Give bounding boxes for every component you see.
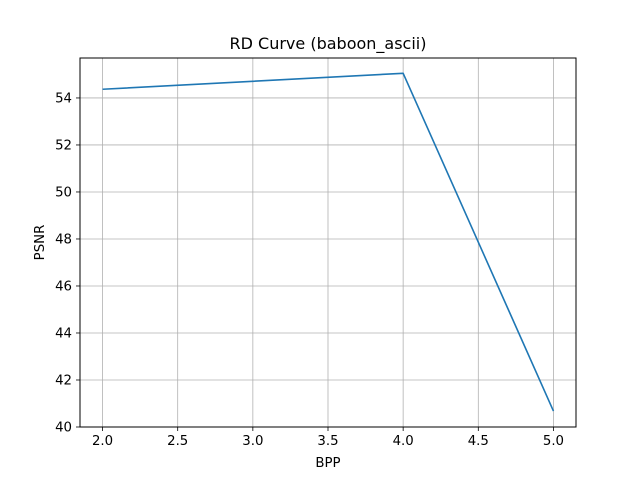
ticks: 2.0 2.5 3.0 3.5 4.0 4.5 5.0 40 42 44 46 48 50 52 54 (55, 91, 564, 449)
y-tick-label: 42 (55, 373, 72, 388)
y-tick-label: 48 (55, 232, 72, 247)
y-tick-label: 44 (55, 326, 72, 341)
x-tick-label: 2.0 (92, 434, 113, 449)
y-axis-title: PSNR (33, 225, 48, 261)
x-tick-label: 3.0 (242, 434, 263, 449)
x-tick-label: 4.0 (393, 434, 414, 449)
x-tick-label: 5.0 (543, 434, 564, 449)
y-tick-label: 40 (55, 421, 72, 436)
chart-title: RD Curve (baboon_ascii) (230, 34, 427, 54)
y-tick-label: 46 (55, 279, 72, 294)
series-layer (102, 72, 555, 412)
x-tick-label: 3.5 (317, 434, 338, 449)
y-tick-label: 54 (55, 91, 72, 106)
x-tick-label: 4.5 (468, 434, 489, 449)
y-tick-label: 50 (55, 185, 72, 200)
y-tick-label: 52 (55, 138, 72, 153)
x-tick-label: 2.5 (167, 434, 188, 449)
x-axis-title: BPP (315, 456, 340, 471)
series-line (102, 72, 555, 412)
